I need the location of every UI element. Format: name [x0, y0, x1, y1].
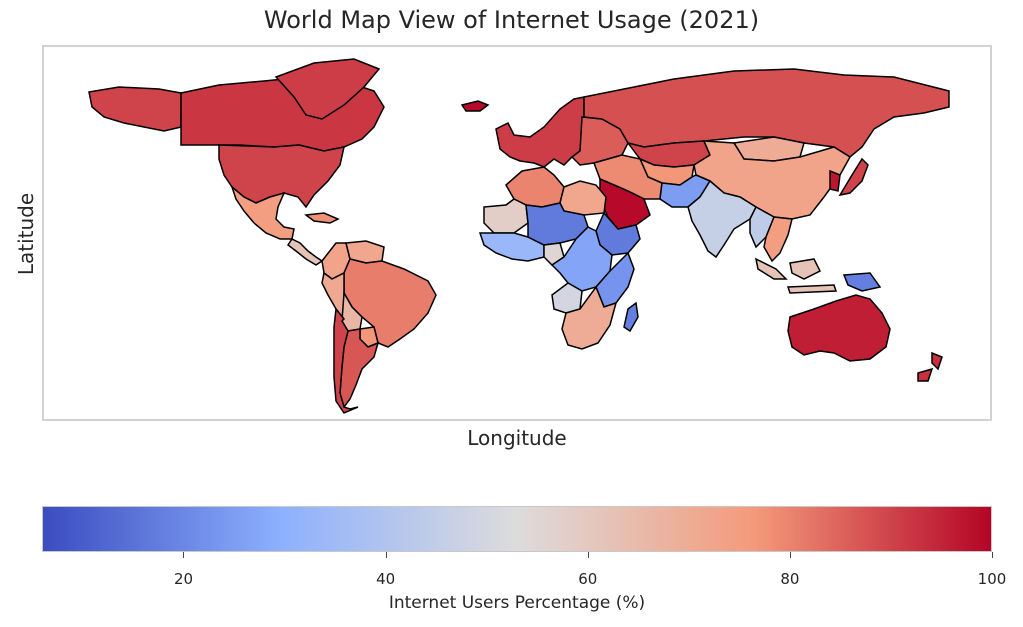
map-frame [42, 45, 992, 421]
map-title: World Map View of Internet Usage (2021) [263, 6, 760, 34]
colorbar-tick-mark [183, 552, 185, 558]
region-chile [333, 307, 359, 414]
colorbar-ticks: 20 40 60 80 100 [42, 552, 1006, 592]
region-korea [829, 169, 841, 192]
region-western-sahara-mauritania [483, 198, 529, 234]
region-southern-africa [561, 285, 618, 350]
region-australia [787, 294, 891, 362]
colorbar-tick-label: 20 [173, 570, 194, 588]
colorbar-tick-mark [992, 552, 993, 558]
region-iceland [460, 100, 490, 112]
region-central-america [286, 238, 324, 266]
region-mexico [230, 184, 295, 240]
region-alaska [88, 86, 182, 132]
region-madagascar [623, 301, 639, 333]
colorbar-tick-label: 100 [977, 570, 1007, 588]
region-caribbean [304, 212, 340, 224]
colorbar-tick-mark [789, 552, 791, 558]
colorbar-tick-label: 60 [578, 570, 598, 588]
world-map [88, 58, 950, 414]
colorbar-tick-mark [385, 552, 387, 558]
region-greenland [274, 58, 381, 120]
colorbar-label: Internet Users Percentage (%) [388, 593, 646, 613]
colorbar-tick-label: 80 [780, 570, 800, 588]
region-japan [838, 157, 869, 197]
region-indonesia [754, 257, 838, 294]
colorbar [42, 506, 992, 552]
x-axis-label: Longitude [467, 426, 567, 450]
colorbar-tick-mark [587, 552, 589, 558]
region-new-zealand [917, 351, 943, 382]
region-western-europe [495, 96, 585, 168]
region-papua-new-guinea [842, 272, 882, 292]
colorbar-tick-label: 40 [376, 570, 396, 588]
region-india [687, 179, 757, 259]
y-axis-label: Latitude [14, 192, 38, 276]
region-southeast-asia [763, 216, 793, 263]
region-egypt-libya [559, 180, 607, 216]
